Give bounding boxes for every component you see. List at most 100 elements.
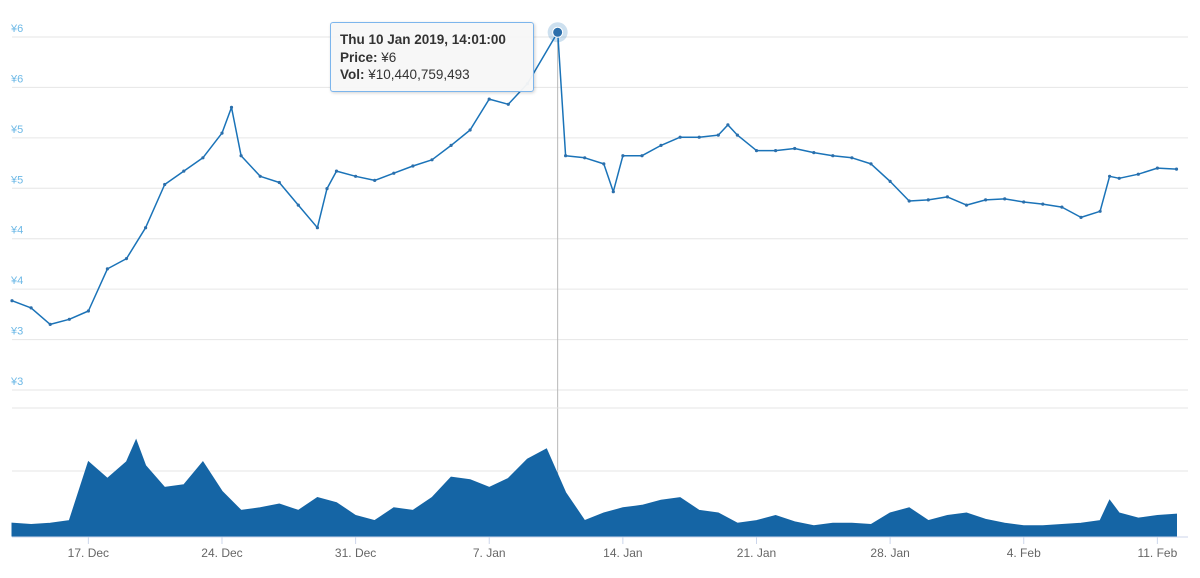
price-point — [10, 299, 14, 303]
tooltip-price-value: ¥6 — [381, 49, 397, 65]
price-point — [774, 149, 778, 153]
price-point — [296, 203, 300, 207]
price-point — [258, 174, 262, 178]
price-point — [754, 149, 759, 153]
price-tooltip: Thu 10 Jan 2019, 14:01:00 Price: ¥6 Vol:… — [330, 22, 534, 92]
tooltip-price-row: Price: ¥6 — [340, 49, 524, 67]
volume-area — [11, 438, 1177, 537]
price-point — [373, 178, 377, 182]
price-point — [907, 199, 911, 203]
price-point — [229, 105, 234, 109]
price-point — [487, 97, 491, 101]
price-tick-label: ¥6 — [10, 23, 23, 35]
price-point — [29, 306, 33, 310]
price-point — [945, 195, 950, 199]
time-tick-label: 17. Dec — [68, 546, 109, 560]
price-point — [411, 164, 415, 168]
price-point — [659, 143, 663, 147]
price-series — [10, 22, 1179, 326]
price-line — [11, 31, 1177, 326]
price-point — [716, 133, 720, 137]
price-axis-labels: ¥6 ¥6 ¥5 ¥5 ¥4 ¥4 ¥3 ¥3 — [10, 23, 23, 388]
price-gridlines — [12, 36, 1188, 391]
price-point — [726, 123, 730, 127]
price-point — [144, 226, 148, 230]
price-point — [1174, 167, 1179, 171]
price-point — [793, 146, 797, 151]
price-point — [163, 182, 167, 187]
price-point — [277, 180, 281, 185]
price-point — [1108, 174, 1112, 178]
price-point — [869, 162, 873, 166]
price-point — [239, 154, 243, 158]
time-axis-labels: 17. Dec 24. Dec 31. Dec 7. Jan 14. Jan 21. Ja… — [12, 536, 1188, 560]
price-point — [315, 226, 319, 230]
tooltip-vol-value: ¥10,440,759,493 — [368, 67, 470, 82]
price-point — [354, 174, 358, 178]
price-point — [67, 317, 71, 321]
price-point — [888, 179, 892, 183]
price-point — [449, 143, 453, 147]
time-tick-label: 4. Feb — [1007, 546, 1041, 560]
price-point — [621, 154, 625, 158]
price-tick-label: ¥3 — [10, 326, 23, 338]
time-tick-label: 21. Jan — [737, 546, 776, 560]
price-point — [1098, 209, 1102, 213]
price-tick-label: ¥5 — [10, 174, 23, 186]
price-point — [812, 151, 816, 155]
price-point — [564, 154, 568, 158]
price-point — [735, 133, 740, 137]
price-point — [678, 135, 682, 139]
price-point — [984, 198, 988, 202]
price-point — [334, 169, 339, 173]
price-point — [325, 187, 329, 191]
tooltip-vol-row: Vol: ¥10,440,759,493 — [340, 66, 524, 84]
price-tick-label: ¥5 — [10, 124, 23, 136]
price-tick-label: ¥3 — [10, 376, 23, 388]
price-point — [86, 309, 90, 313]
time-tick-label: 28. Jan — [870, 546, 909, 560]
price-point — [611, 190, 615, 194]
price-point — [1041, 202, 1045, 206]
highlight-point — [552, 26, 564, 38]
price-point — [124, 257, 129, 261]
price-point — [697, 135, 701, 139]
price-point — [964, 203, 969, 207]
price-point — [506, 102, 510, 106]
price-point — [1136, 172, 1140, 176]
price-point — [1117, 176, 1121, 180]
price-point — [602, 162, 606, 166]
price-point — [1022, 200, 1026, 204]
price-point — [392, 171, 396, 175]
price-point — [468, 128, 472, 132]
price-point — [1003, 197, 1007, 201]
price-point — [1155, 166, 1159, 170]
tooltip-date: Thu 10 Jan 2019, 14:01:00 — [340, 32, 506, 47]
price-point — [831, 154, 835, 158]
time-tick-label: 7. Jan — [473, 546, 506, 560]
tooltip-vol-label: Vol: — [340, 67, 365, 82]
time-tick-label: 24. Dec — [201, 546, 242, 560]
price-point — [1060, 205, 1064, 209]
price-point — [640, 154, 644, 158]
price-tick-label: ¥6 — [10, 73, 23, 85]
price-tick-label: ¥4 — [10, 275, 23, 287]
volume-gridlines — [12, 407, 1188, 472]
price-tick-label: ¥4 — [10, 225, 23, 237]
price-point — [201, 156, 205, 160]
price-point — [583, 156, 587, 160]
price-point — [105, 267, 109, 271]
price-point — [850, 156, 854, 160]
tooltip-price-label: Price: — [340, 49, 378, 65]
volume-series — [11, 438, 1177, 537]
time-tick-label: 11. Feb — [1137, 546, 1177, 560]
price-point — [1079, 215, 1083, 219]
price-point — [182, 169, 186, 173]
price-point — [430, 158, 434, 162]
price-point — [220, 131, 224, 135]
time-tick-label: 14. Jan — [603, 546, 642, 560]
price-point — [926, 198, 930, 202]
price-point — [48, 322, 52, 326]
